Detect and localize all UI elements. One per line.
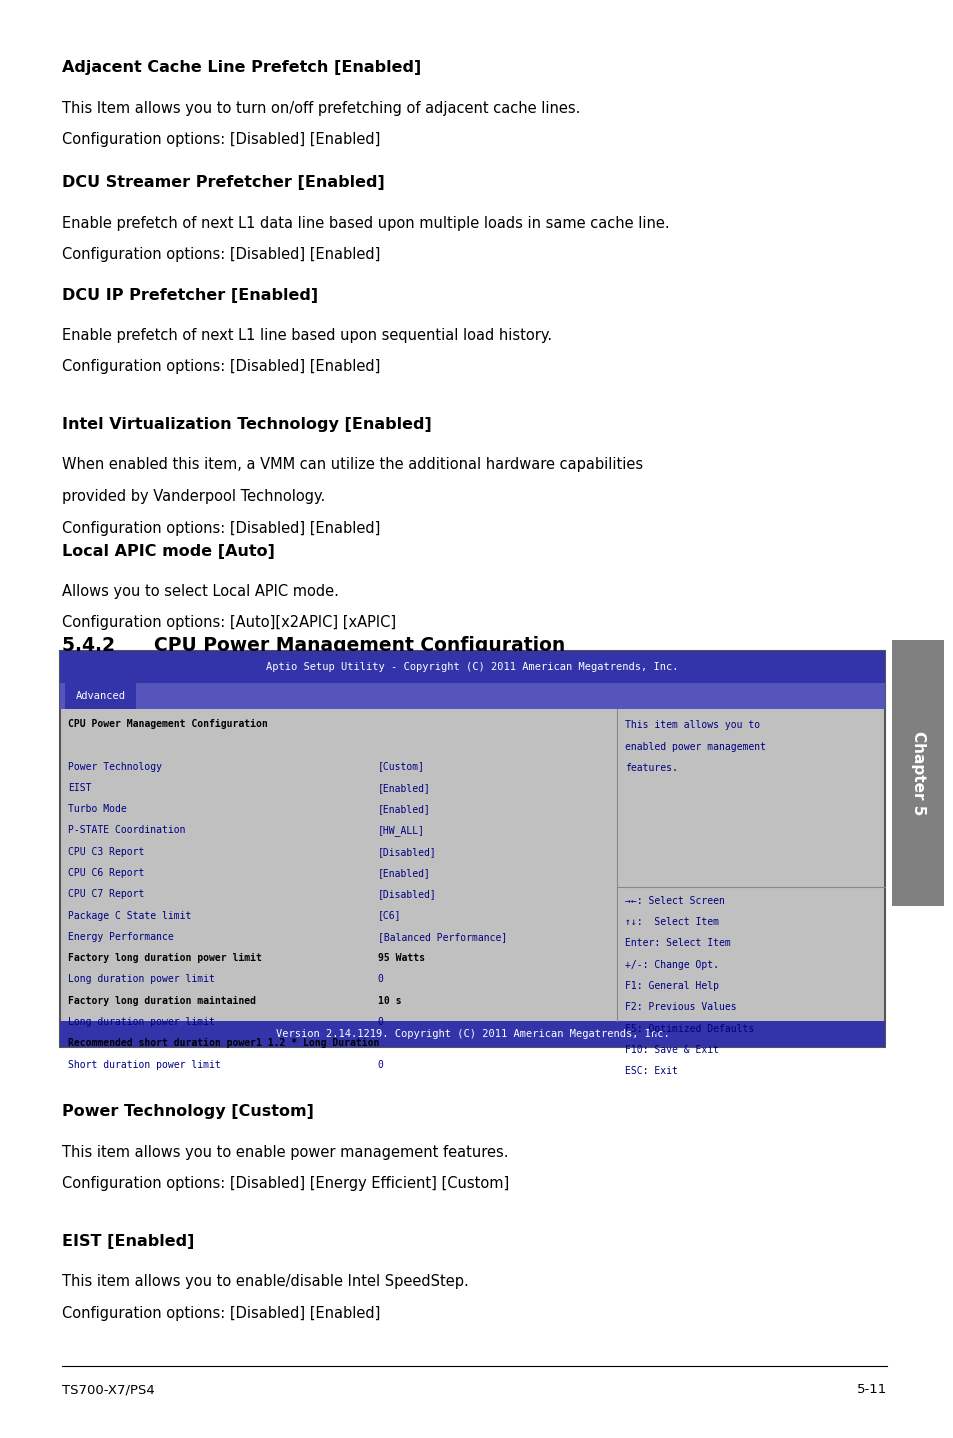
- Text: features.: features.: [624, 764, 677, 774]
- Text: →←: Select Screen: →←: Select Screen: [624, 896, 724, 906]
- Text: Short duration power limit: Short duration power limit: [68, 1060, 220, 1070]
- Text: CPU Power Management Configuration: CPU Power Management Configuration: [68, 719, 267, 729]
- Bar: [60, 1021, 884, 1047]
- Text: F1: General Help: F1: General Help: [624, 981, 718, 991]
- Text: F10: Save & Exit: F10: Save & Exit: [624, 1045, 718, 1055]
- Text: Aptio Setup Utility - Copyright (C) 2011 American Megatrends, Inc.: Aptio Setup Utility - Copyright (C) 2011…: [266, 663, 679, 672]
- Text: 95 Watts: 95 Watts: [377, 953, 424, 963]
- Text: Factory long duration maintained: Factory long duration maintained: [68, 995, 255, 1005]
- Text: This item allows you to enable power management features.: This item allows you to enable power man…: [62, 1145, 508, 1159]
- Text: [Balanced Performance]: [Balanced Performance]: [377, 932, 507, 942]
- Text: EIST: EIST: [68, 782, 91, 792]
- Text: When enabled this item, a VMM can utilize the additional hardware capabilities: When enabled this item, a VMM can utiliz…: [62, 457, 642, 472]
- Text: Intel Virtualization Technology [Enabled]: Intel Virtualization Technology [Enabled…: [62, 417, 432, 431]
- Text: [HW_ALL]: [HW_ALL]: [377, 825, 424, 837]
- Text: +/-: Change Opt.: +/-: Change Opt.: [624, 959, 718, 969]
- Text: [Enabled]: [Enabled]: [377, 869, 430, 879]
- Text: 5.4.2      CPU Power Management Configuration: 5.4.2 CPU Power Management Configuration: [62, 636, 565, 654]
- Text: 5-11: 5-11: [856, 1383, 886, 1396]
- Text: Configuration options: [Disabled] [Enabled]: Configuration options: [Disabled] [Enabl…: [62, 1306, 380, 1320]
- Text: EIST [Enabled]: EIST [Enabled]: [62, 1234, 194, 1248]
- Text: Enable prefetch of next L1 data line based upon multiple loads in same cache lin: Enable prefetch of next L1 data line bas…: [62, 216, 669, 230]
- Bar: [60, 683, 884, 709]
- Text: F2: Previous Values: F2: Previous Values: [624, 1002, 736, 1012]
- Text: enabled power management: enabled power management: [624, 742, 765, 752]
- Text: Package C State limit: Package C State limit: [68, 910, 191, 920]
- Text: Version 2.14.1219. Copyright (C) 2011 American Megatrends, Inc.: Version 2.14.1219. Copyright (C) 2011 Am…: [275, 1030, 669, 1038]
- Bar: [891, 640, 943, 906]
- Text: Long duration power limit: Long duration power limit: [68, 1017, 214, 1027]
- Text: Power Technology: Power Technology: [68, 762, 162, 772]
- Text: Enable prefetch of next L1 line based upon sequential load history.: Enable prefetch of next L1 line based up…: [62, 328, 552, 342]
- Bar: [60, 651, 884, 683]
- Text: Adjacent Cache Line Prefetch [Enabled]: Adjacent Cache Line Prefetch [Enabled]: [62, 60, 421, 75]
- Text: Turbo Mode: Turbo Mode: [68, 804, 127, 814]
- Text: 10 s: 10 s: [377, 995, 401, 1005]
- Text: CPU C7 Report: CPU C7 Report: [68, 889, 144, 899]
- Text: Configuration options: [Disabled] [Enabled]: Configuration options: [Disabled] [Enabl…: [62, 132, 380, 147]
- Text: Configuration options: [Disabled] [Enabled]: Configuration options: [Disabled] [Enabl…: [62, 360, 380, 374]
- Text: 0: 0: [377, 1060, 383, 1070]
- Bar: [60, 651, 884, 1047]
- Text: Enter: Select Item: Enter: Select Item: [624, 939, 730, 949]
- Text: [Disabled]: [Disabled]: [377, 847, 436, 857]
- Text: [Disabled]: [Disabled]: [377, 889, 436, 899]
- Text: Recommended short duration power1 1.2 * Long Duration: Recommended short duration power1 1.2 * …: [68, 1038, 378, 1048]
- Text: F5: Optimized Defaults: F5: Optimized Defaults: [624, 1024, 753, 1034]
- Text: DCU IP Prefetcher [Enabled]: DCU IP Prefetcher [Enabled]: [62, 288, 317, 302]
- Text: [Enabled]: [Enabled]: [377, 782, 430, 792]
- Text: 0: 0: [377, 1017, 383, 1027]
- Text: This Item allows you to turn on/off prefetching of adjacent cache lines.: This Item allows you to turn on/off pref…: [62, 101, 579, 115]
- Text: [Custom]: [Custom]: [377, 762, 424, 772]
- Text: Configuration options: [Disabled] [Energy Efficient] [Custom]: Configuration options: [Disabled] [Energ…: [62, 1176, 509, 1191]
- Text: Chapter 5: Chapter 5: [910, 731, 924, 815]
- Text: This item allows you to enable/disable Intel SpeedStep.: This item allows you to enable/disable I…: [62, 1274, 468, 1288]
- Text: Long duration power limit: Long duration power limit: [68, 975, 214, 985]
- Text: 0: 0: [377, 975, 383, 985]
- Text: Allows you to select Local APIC mode.: Allows you to select Local APIC mode.: [62, 584, 338, 598]
- Text: Advanced: Advanced: [75, 692, 126, 700]
- Text: Configuration options: [Disabled] [Enabled]: Configuration options: [Disabled] [Enabl…: [62, 247, 380, 262]
- Text: DCU Streamer Prefetcher [Enabled]: DCU Streamer Prefetcher [Enabled]: [62, 175, 384, 190]
- Text: provided by Vanderpool Technology.: provided by Vanderpool Technology.: [62, 489, 325, 503]
- Text: [Enabled]: [Enabled]: [377, 804, 430, 814]
- Text: ↑↓:  Select Item: ↑↓: Select Item: [624, 917, 718, 928]
- Text: Power Technology [Custom]: Power Technology [Custom]: [62, 1104, 314, 1119]
- Text: P-STATE Coordination: P-STATE Coordination: [68, 825, 185, 835]
- Text: Local APIC mode [Auto]: Local APIC mode [Auto]: [62, 544, 274, 558]
- Text: TS700-X7/PS4: TS700-X7/PS4: [62, 1383, 154, 1396]
- Text: ESC: Exit: ESC: Exit: [624, 1066, 677, 1076]
- Text: CPU C3 Report: CPU C3 Report: [68, 847, 144, 857]
- Text: CPU C6 Report: CPU C6 Report: [68, 869, 144, 879]
- Text: This item allows you to: This item allows you to: [624, 720, 760, 731]
- Text: [C6]: [C6]: [377, 910, 401, 920]
- Text: Configuration options: [Auto][x2APIC] [xAPIC]: Configuration options: [Auto][x2APIC] [x…: [62, 615, 395, 630]
- Text: Configuration options: [Disabled] [Enabled]: Configuration options: [Disabled] [Enabl…: [62, 521, 380, 535]
- Text: Energy Performance: Energy Performance: [68, 932, 173, 942]
- Text: Factory long duration power limit: Factory long duration power limit: [68, 953, 261, 963]
- Bar: [65, 683, 136, 709]
